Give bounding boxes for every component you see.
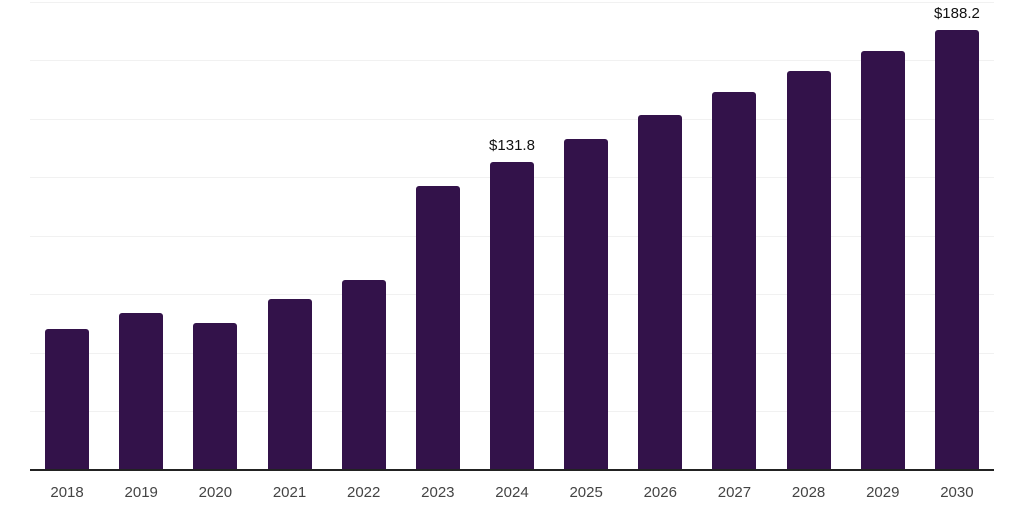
bar-2029 bbox=[860, 50, 905, 470]
bar-2019 bbox=[119, 312, 164, 470]
x-tick-label-2027: 2027 bbox=[717, 484, 752, 501]
gridline bbox=[30, 1, 994, 3]
x-tick-label-2024: 2024 bbox=[495, 484, 529, 501]
bar-2024 bbox=[490, 161, 534, 470]
gridline bbox=[30, 60, 994, 61]
bar-2027 bbox=[712, 92, 757, 470]
bar-2028 bbox=[786, 71, 831, 470]
x-tick-label-2028: 2028 bbox=[791, 484, 826, 501]
x-tick-label-2019: 2019 bbox=[124, 484, 158, 501]
x-tick-label-2023: 2023 bbox=[421, 484, 455, 501]
bar-2026 bbox=[638, 114, 683, 470]
bar-2023 bbox=[415, 185, 460, 470]
bar-2018 bbox=[45, 329, 90, 470]
x-tick-label-2025: 2025 bbox=[569, 484, 603, 501]
bar-2021 bbox=[267, 298, 312, 470]
x-tick-label-2022: 2022 bbox=[346, 484, 381, 501]
data-label-2024: $131.8 bbox=[489, 136, 535, 154]
gridline bbox=[30, 118, 994, 120]
x-tick-label-2030: 2030 bbox=[940, 484, 974, 501]
x-tick-label-2018: 2018 bbox=[50, 484, 84, 501]
bar-2030 bbox=[934, 29, 979, 470]
bar-2025 bbox=[564, 138, 609, 470]
bar-2020 bbox=[193, 323, 238, 470]
x-axis-line bbox=[30, 469, 994, 471]
x-tick-label-2021: 2021 bbox=[272, 484, 307, 501]
bar-2022 bbox=[341, 280, 386, 470]
data-label-2030: $188.2 bbox=[933, 4, 980, 22]
x-tick-label-2029: 2029 bbox=[866, 484, 900, 501]
x-tick-label-2026: 2026 bbox=[643, 484, 677, 501]
x-tick-label-2020: 2020 bbox=[198, 484, 233, 501]
